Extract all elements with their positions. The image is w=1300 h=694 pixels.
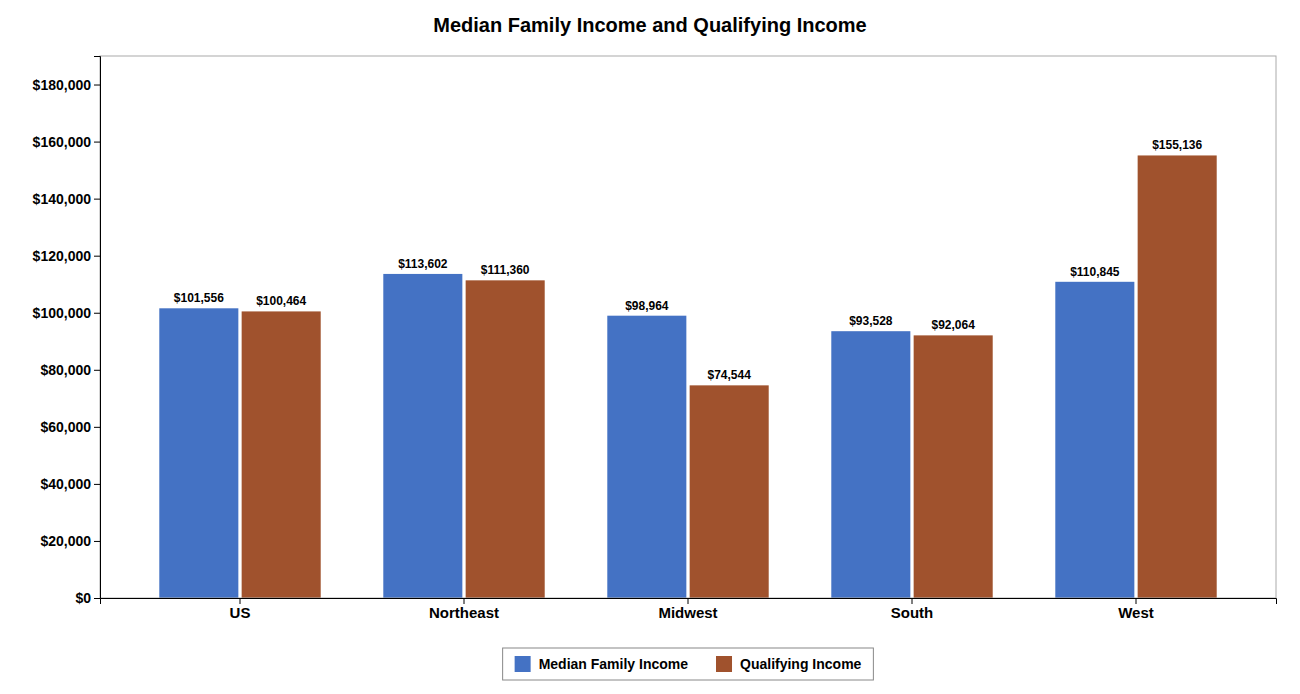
- y-tick-label: $80,000: [40, 362, 91, 378]
- y-tick-label: $0: [75, 590, 91, 606]
- y-tick: $60,000: [40, 419, 100, 435]
- bar: [914, 335, 993, 598]
- y-tick-mark: [94, 598, 100, 599]
- y-tick-label: $120,000: [33, 248, 92, 264]
- data-labels: $101,556 $113,602 $98,964 $93,528 $110,845 $1…: [174, 138, 1203, 382]
- y-tick-mark: [94, 199, 100, 200]
- y-tick: $40,000: [40, 476, 100, 492]
- chart-title: Median Family Income and Qualifying Inco…: [433, 14, 866, 36]
- x-axis: US Northeast Midwest South West: [101, 598, 1277, 621]
- y-tick-label: $180,000: [33, 77, 92, 93]
- x-tick: West: [1118, 598, 1154, 621]
- bar: [242, 311, 321, 598]
- data-label: $101,556: [174, 291, 224, 305]
- y-tick: $160,000: [33, 134, 100, 150]
- y-tick: $140,000: [33, 191, 100, 207]
- legend-item: Qualifying Income: [716, 656, 862, 672]
- data-label: $155,136: [1152, 138, 1202, 152]
- bar: [159, 308, 238, 598]
- bar: [607, 316, 686, 598]
- data-label: $93,528: [849, 314, 893, 328]
- bar-series: [159, 274, 1134, 598]
- x-tick: Midwest: [658, 598, 717, 621]
- y-tick-mark: [94, 142, 100, 143]
- y-tick: $80,000: [40, 362, 100, 378]
- y-tick-mark: [94, 370, 100, 371]
- bars: [159, 155, 1216, 598]
- bar: [690, 385, 769, 598]
- y-axis-line: [94, 57, 101, 599]
- y-tick-mark: [94, 256, 100, 257]
- x-tick: Northeast: [429, 598, 499, 621]
- x-tick-label: US: [230, 604, 251, 621]
- bar: [1138, 155, 1217, 598]
- y-tick: $100,000: [33, 305, 100, 321]
- y-tick-label: $140,000: [33, 191, 92, 207]
- plot-area: $0 $20,000 $40,000 $60,000 $80,000 $100,000 $1…: [33, 56, 1277, 621]
- x-tick-label: Midwest: [658, 604, 717, 621]
- x-tick: US: [230, 598, 251, 621]
- x-tick: South: [891, 598, 934, 621]
- legend-swatch: [716, 656, 732, 672]
- chart: Median Family Income and Qualifying Inco…: [0, 0, 1300, 694]
- legend-label: Median Family Income: [539, 656, 689, 672]
- data-label: $111,360: [481, 263, 530, 277]
- y-tick: $20,000: [40, 533, 100, 549]
- legend-swatch: [515, 656, 531, 672]
- y-tick-label: $100,000: [33, 305, 92, 321]
- y-axis: $0 $20,000 $40,000 $60,000 $80,000 $100,000 $1…: [33, 57, 101, 606]
- bar: [466, 280, 545, 598]
- plot-frame: [100, 56, 1276, 598]
- y-tick-mark: [94, 484, 100, 485]
- bar-series: [242, 155, 1217, 598]
- y-tick-label: $20,000: [40, 533, 91, 549]
- bar: [383, 274, 462, 598]
- x-tick-label: West: [1118, 604, 1154, 621]
- legend-items: Median Family Income Qualifying Income: [515, 656, 862, 672]
- data-label: $110,845: [1070, 265, 1120, 279]
- y-tick: $120,000: [33, 248, 100, 264]
- legend-frame: [503, 648, 874, 680]
- data-label: $98,964: [625, 299, 669, 313]
- legend: Median Family Income Qualifying Income: [503, 648, 874, 680]
- y-tick-mark: [94, 427, 100, 428]
- data-label: $92,064: [931, 318, 975, 332]
- bar: [831, 331, 910, 598]
- data-label: $113,602: [398, 257, 448, 271]
- y-tick-label: $160,000: [33, 134, 92, 150]
- x-tick-label: South: [891, 604, 934, 621]
- x-tick-label: Northeast: [429, 604, 499, 621]
- data-label: $74,544: [707, 368, 751, 382]
- y-tick-label: $40,000: [40, 476, 91, 492]
- data-label: $100,464: [256, 294, 306, 308]
- y-tick-mark: [94, 85, 100, 86]
- y-tick-mark: [94, 541, 100, 542]
- legend-label: Qualifying Income: [740, 656, 862, 672]
- y-tick-mark: [94, 313, 100, 314]
- y-tick: $180,000: [33, 77, 100, 93]
- y-tick-label: $60,000: [40, 419, 91, 435]
- y-tick: $0: [75, 590, 100, 606]
- legend-item: Median Family Income: [515, 656, 689, 672]
- bar: [1055, 282, 1134, 598]
